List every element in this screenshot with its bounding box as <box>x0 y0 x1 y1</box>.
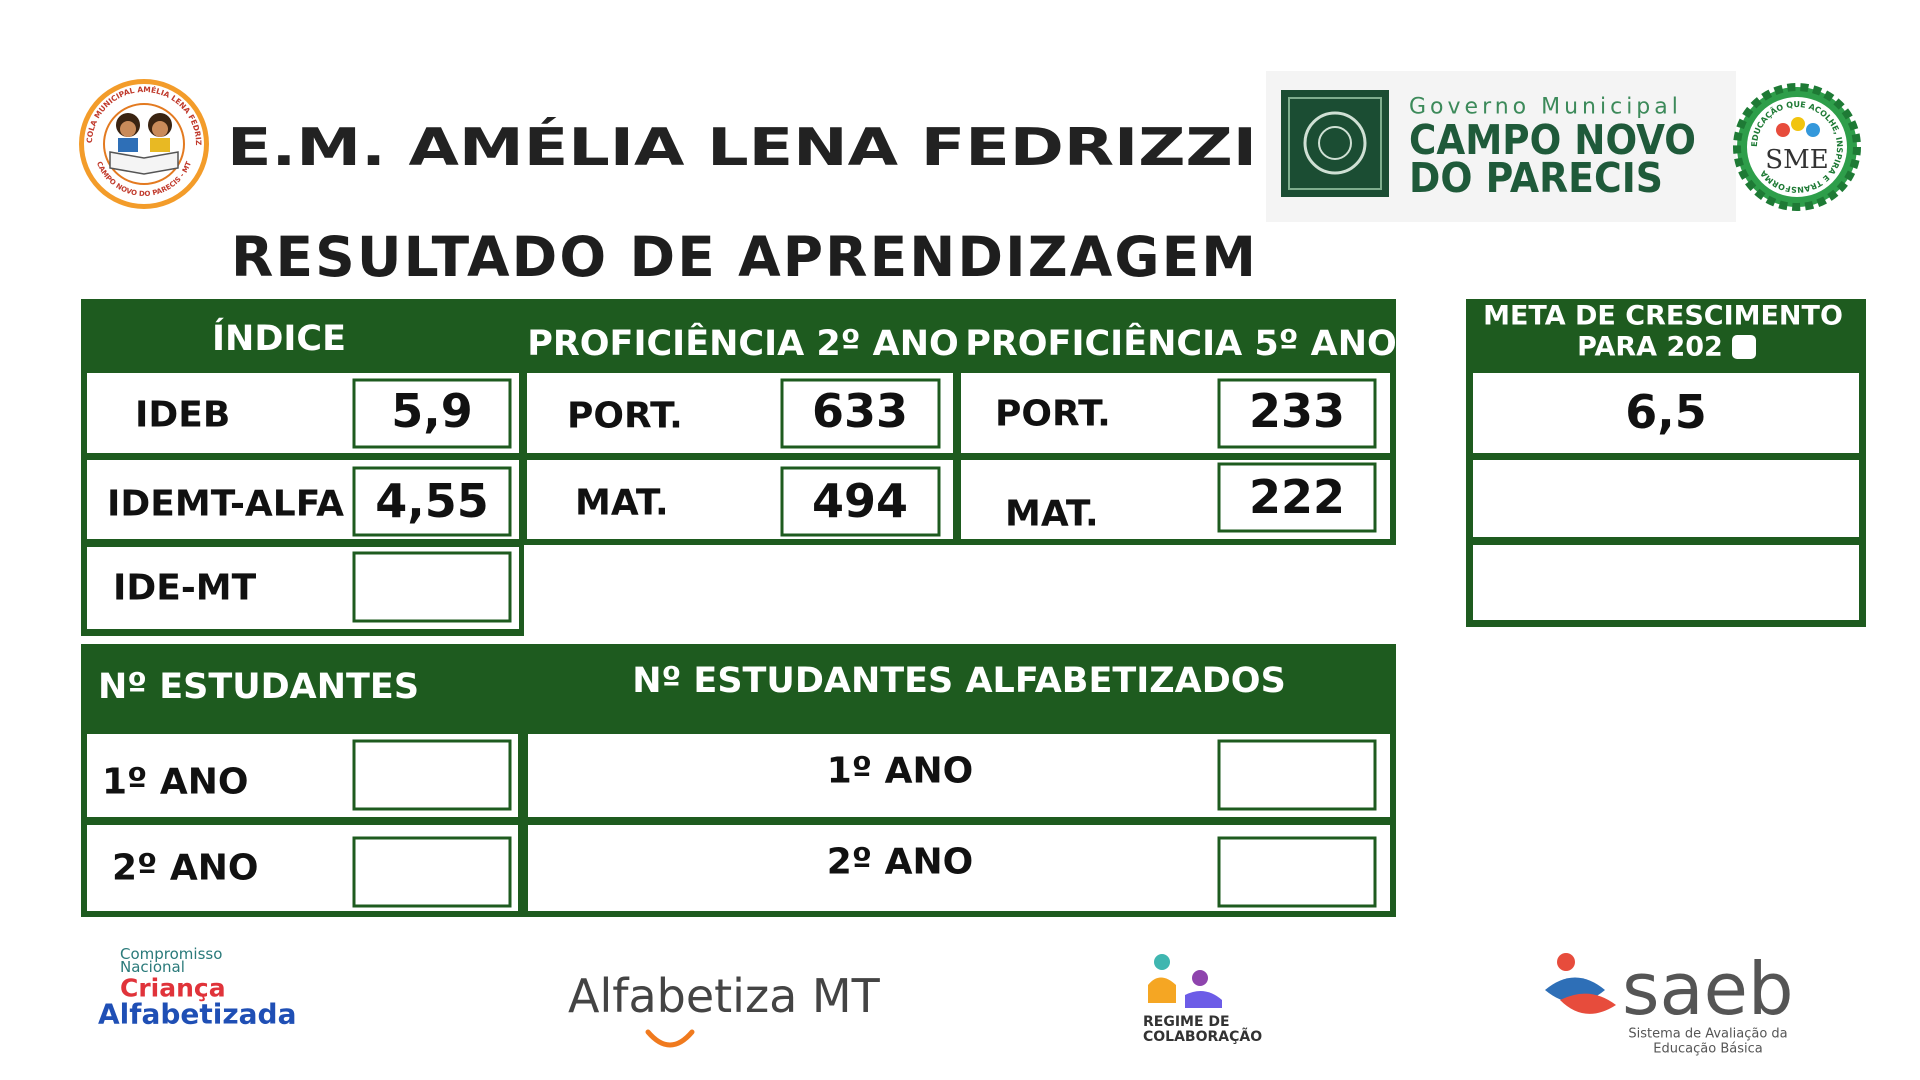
gov-emblem-frame <box>1288 97 1382 190</box>
value-box <box>352 551 512 623</box>
row-label: 2º ANO <box>112 848 258 889</box>
row-value: 633 <box>812 384 908 438</box>
sme-cog <box>1776 123 1790 137</box>
regime-logo: REGIME DE COLABORAÇÃO <box>1143 954 1262 1045</box>
row-value: 222 <box>1249 470 1345 524</box>
value-box <box>780 378 941 449</box>
redaction-box <box>1732 335 1756 359</box>
row-value: 5,9 <box>391 384 473 438</box>
logo-text: Educação Básica <box>1653 1042 1762 1057</box>
value-box <box>1217 378 1377 449</box>
logo-dot <box>1154 954 1170 970</box>
logo-text: COLABORAÇÃO <box>1143 1028 1262 1045</box>
value-box <box>352 378 512 449</box>
row-label: IDE-MT <box>113 568 257 609</box>
sme-cog <box>1791 117 1805 131</box>
value-box <box>1217 836 1377 908</box>
value-box <box>1217 739 1377 811</box>
school-title: E.M. AMÉLIA LENA FEDRIZZI <box>227 117 1257 178</box>
logo-text: Criança <box>120 974 226 1003</box>
kid-body <box>118 138 138 152</box>
row-label: 1º ANO <box>827 751 973 792</box>
column-header: ÍNDICE <box>212 317 346 359</box>
value-box <box>352 466 512 537</box>
value-box <box>780 466 941 537</box>
gov-line: DO PARECIS <box>1409 154 1663 202</box>
column-header: PROFICIÊNCIA 5º ANO <box>965 322 1397 364</box>
sme-cog <box>1806 123 1820 137</box>
row-label: IDEMT-ALFA <box>107 484 344 525</box>
value-box <box>1217 462 1377 533</box>
row-label: MAT. <box>1005 494 1099 535</box>
row-label: IDEB <box>135 395 230 436</box>
logo-text: Nacional <box>120 958 185 976</box>
row-value: 6,5 <box>1625 385 1707 439</box>
sme-center-text: SME <box>1765 145 1828 175</box>
cell <box>1473 373 1859 453</box>
kid-body <box>150 138 170 152</box>
sme-logo: EDUCAÇÃO QUE ACOLHE, INSPIRA E TRANSFORM… <box>1733 83 1861 211</box>
subtitle: RESULTADO DE APRENDIZAGEM <box>231 225 1256 289</box>
cell <box>1473 545 1859 620</box>
gov-line: CAMPO NOVO <box>1409 116 1696 164</box>
row-label: 1º ANO <box>102 762 248 803</box>
gov-line: Governo Municipal <box>1409 95 1682 120</box>
row-label: PORT. <box>567 396 683 437</box>
row-value: 233 <box>1249 384 1345 438</box>
column-header: PROFICIÊNCIA 2º ANO <box>527 322 959 364</box>
row-label: PORT. <box>995 394 1111 435</box>
logo-shape <box>1560 993 1616 1014</box>
sme-inner <box>1747 97 1847 197</box>
compromisso-logo: Compromisso Nacional Criança Alfabetizad… <box>98 945 297 1031</box>
row-value: 4,55 <box>375 474 489 528</box>
book <box>109 151 179 175</box>
logo-text: REGIME DE <box>1143 1014 1230 1030</box>
gov-emblem-core <box>1318 126 1352 160</box>
logo-shape <box>1148 977 1176 1003</box>
column-header: Nº ESTUDANTES ALFABETIZADOS <box>632 661 1286 701</box>
kid-face <box>152 121 168 137</box>
saeb-logo: saeb Sistema de Avaliação da Educação Bá… <box>1545 947 1794 1057</box>
column-header: META DE CRESCIMENTO <box>1483 301 1843 332</box>
column-header: PARA 202 <box>1577 332 1723 363</box>
school-logo: ESCOLA MUNICIPAL AMÉLIA LENA FEDRIZZI CA… <box>0 0 209 209</box>
logo-text: Sistema de Avaliação da <box>1628 1027 1787 1042</box>
gov-emblem-bg <box>1281 90 1389 197</box>
logo-text: Alfabetiza MT <box>568 969 881 1023</box>
growth-goal-table: META DE CRESCIMENTO PARA 202 6,5 <box>1466 299 1866 627</box>
smile <box>645 1029 695 1048</box>
government-logo: Governo Municipal CAMPO NOVO DO PARECIS <box>1266 71 1736 222</box>
value-box <box>352 739 512 811</box>
row-label: 2º ANO <box>827 842 973 883</box>
logo-shape <box>1185 991 1222 1008</box>
row-label: MAT. <box>575 483 669 524</box>
alfabetiza-logo: Alfabetiza MT <box>568 969 881 1048</box>
logo-text: Compromisso <box>120 945 222 963</box>
students-table: Nº ESTUDANTES Nº ESTUDANTES ALFABETIZADO… <box>81 644 1396 917</box>
kid-face <box>120 121 136 137</box>
value-box <box>352 836 512 908</box>
row-value: 494 <box>812 474 908 528</box>
logo-text: saeb <box>1622 947 1794 1031</box>
column-header: Nº ESTUDANTES <box>98 667 419 707</box>
logo-text: Alfabetizada <box>98 998 297 1031</box>
cell <box>1473 460 1859 537</box>
indices-table: ÍNDICE PROFICIÊNCIA 2º ANO PROFICIÊNCIA … <box>81 299 1397 636</box>
logo-dot <box>1557 953 1575 971</box>
logo-dot <box>1192 970 1208 986</box>
gov-emblem-seal <box>1303 111 1367 175</box>
